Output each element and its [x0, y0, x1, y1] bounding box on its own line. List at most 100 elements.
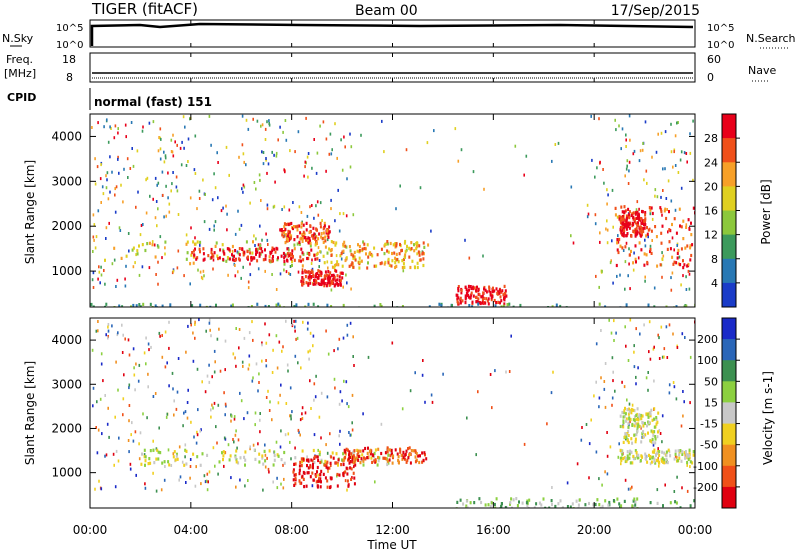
velocity-scatter-point — [223, 391, 225, 395]
power-cell — [375, 264, 378, 268]
velocity-cell — [557, 502, 560, 506]
power-cell — [686, 307, 688, 310]
velocity-cell — [500, 504, 503, 508]
power-cell — [339, 278, 342, 282]
power-cell — [623, 222, 626, 227]
power-scatter-point — [265, 158, 267, 162]
velocity-scatter-point — [252, 376, 254, 380]
velocity-cell — [143, 455, 146, 459]
velocity-scatter-point — [367, 355, 370, 359]
velocity-scatter-point — [647, 388, 649, 392]
velocity-cell — [351, 455, 354, 459]
velocity-scatter-point — [649, 462, 652, 466]
velocity-cell — [521, 501, 524, 505]
velocity-cell — [661, 450, 664, 454]
velocity-scatter-point — [243, 417, 245, 421]
power-scatter-point — [557, 141, 560, 145]
power-scatter-point — [127, 176, 129, 179]
power-cell — [616, 241, 619, 245]
power-scatter-point — [338, 229, 341, 233]
velocity-cell — [144, 463, 146, 467]
power-cell — [685, 304, 688, 307]
nave-tick-bottom: 0 — [707, 71, 714, 84]
velocity-scatter-point — [349, 321, 352, 325]
velocity-scatter-point — [97, 329, 99, 333]
power-cell — [291, 263, 293, 267]
velocity-scatter-point — [338, 434, 340, 438]
power-scatter-point — [297, 270, 300, 274]
velocity-cell — [280, 458, 283, 462]
power-scatter-point — [216, 151, 218, 155]
power-cell — [341, 276, 344, 280]
power-cell — [621, 232, 624, 237]
velocity-cell — [622, 415, 625, 419]
velocity-cell — [311, 471, 314, 475]
power-scatter-point — [227, 273, 229, 277]
power-scatter-point — [383, 150, 385, 154]
power-cell — [464, 285, 467, 289]
velocity-scatter-point — [134, 430, 137, 434]
velocity-cell — [633, 497, 636, 501]
power-cell — [393, 251, 396, 255]
velocity-cell — [618, 509, 620, 512]
velocity-cell — [388, 458, 391, 462]
power-scatter-point — [146, 176, 149, 180]
power-cell — [660, 241, 663, 245]
power-scatter-point — [656, 195, 659, 199]
power-cell — [623, 210, 626, 214]
velocity-cell — [620, 504, 623, 508]
power-cell — [632, 229, 635, 233]
power-scatter-point — [629, 287, 631, 291]
power-scatter-point — [483, 187, 485, 191]
velocity-scatter-point — [302, 320, 304, 324]
power-cell — [185, 257, 188, 261]
velocity-scatter-point — [249, 447, 251, 451]
power-scatter-point — [682, 274, 684, 278]
velocity-cell — [414, 455, 417, 459]
velocity-scatter-point — [603, 380, 606, 383]
power-cell — [316, 228, 318, 232]
power-scatter-point — [98, 265, 100, 269]
velocity-scatter-point — [352, 335, 354, 339]
power-scatter-point — [287, 254, 290, 258]
velocity-cell — [261, 454, 264, 458]
power-scatter-point — [325, 169, 327, 173]
velocity-scatter-point — [289, 440, 291, 444]
power-cell — [457, 287, 460, 291]
velocity-cell — [658, 450, 661, 454]
power-cell — [450, 308, 452, 311]
velocity-scatter-point — [258, 372, 260, 376]
power-scatter-point — [627, 182, 630, 185]
velocity-scatter-point — [123, 373, 125, 377]
power-cell — [418, 253, 421, 257]
power-scatter-point — [598, 285, 600, 289]
power-scatter-point — [316, 151, 319, 155]
velocity-scatter-point — [606, 431, 608, 434]
velocity-cell — [329, 461, 332, 465]
velocity-cell — [598, 503, 601, 507]
power-scatter-point — [345, 273, 347, 277]
power-cell — [222, 250, 225, 254]
freq-strip: Freq. [MHz] 18 8 60 0 Nave — [4, 52, 776, 84]
velocity-scatter-point — [128, 353, 131, 357]
power-scatter-point — [152, 197, 154, 201]
power-scatter-point — [100, 265, 102, 269]
velocity-cell — [346, 472, 349, 476]
power-cell — [647, 303, 650, 307]
velocity-scatter-point — [641, 435, 643, 439]
velocity-cell — [653, 430, 656, 434]
velocity-cell — [367, 446, 369, 450]
power-cell — [691, 243, 694, 247]
power-scatter-point — [266, 238, 269, 242]
power-scatter-point — [606, 188, 608, 192]
velocity-cell — [484, 503, 487, 507]
velocity-scatter-point — [282, 345, 284, 349]
velocity-cell — [661, 456, 664, 460]
power-scatter-point — [203, 220, 206, 224]
nsearch-tick-top: 10^5 — [707, 23, 734, 34]
velocity-scatter-point — [598, 405, 600, 409]
power-scatter-point — [105, 186, 108, 190]
velocity-cell — [675, 501, 678, 505]
power-cell — [264, 248, 266, 252]
velocity-cell — [344, 456, 347, 460]
